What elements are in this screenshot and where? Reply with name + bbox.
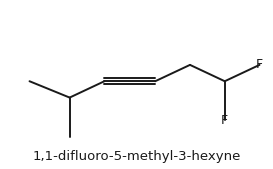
Text: F: F [221,114,228,127]
Text: F: F [256,58,263,71]
Text: 1,1-difluoro-5-methyl-3-hexyne: 1,1-difluoro-5-methyl-3-hexyne [32,150,241,163]
